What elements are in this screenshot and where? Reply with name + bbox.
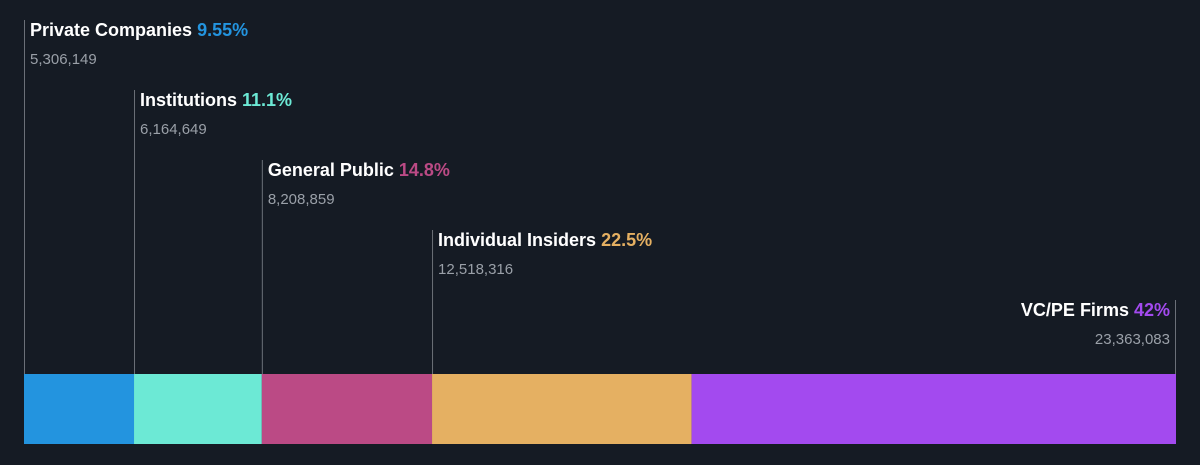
percent-label: 22.5% <box>601 230 652 250</box>
category-name: Individual Insiders <box>438 230 601 250</box>
value-label-individual-insiders: 12,518,316 <box>438 261 513 278</box>
value-label-general-public: 8,208,859 <box>268 191 335 208</box>
category-name: VC/PE Firms <box>1021 300 1134 320</box>
segment-label-general-public: General Public 14.8% <box>268 160 450 180</box>
value-label-private-companies: 5,306,149 <box>30 51 97 68</box>
segment-label-institutions: Institutions 11.1% <box>140 90 292 110</box>
bar-segments <box>24 374 1176 444</box>
segment-labels: Private Companies 9.55% 5,306,149 Institut… <box>30 20 1170 348</box>
bar-segment-private-companies <box>24 374 135 444</box>
percent-label: 9.55% <box>197 20 248 40</box>
percent-label: 14.8% <box>399 160 450 180</box>
segment-label-vc-pe-firms: VC/PE Firms 42% <box>1021 300 1170 320</box>
percent-label: 11.1% <box>242 90 292 110</box>
leader-lines <box>24 20 1176 374</box>
category-name: Institutions <box>140 90 242 110</box>
bar-segment-vc-pe-firms <box>691 374 1176 444</box>
category-name: Private Companies <box>30 20 197 40</box>
value-label-institutions: 6,164,649 <box>140 121 207 138</box>
segment-label-private-companies: Private Companies 9.55% <box>30 20 248 40</box>
segment-label-individual-insiders: Individual Insiders 22.5% <box>438 230 652 250</box>
percent-label: 42% <box>1134 300 1170 320</box>
value-label-vc-pe-firms: 23,363,083 <box>1095 331 1170 348</box>
bar-segment-institutions <box>134 374 262 444</box>
category-name: General Public <box>268 160 399 180</box>
bar-segment-general-public <box>261 374 433 444</box>
bar-segment-individual-insiders <box>432 374 692 444</box>
